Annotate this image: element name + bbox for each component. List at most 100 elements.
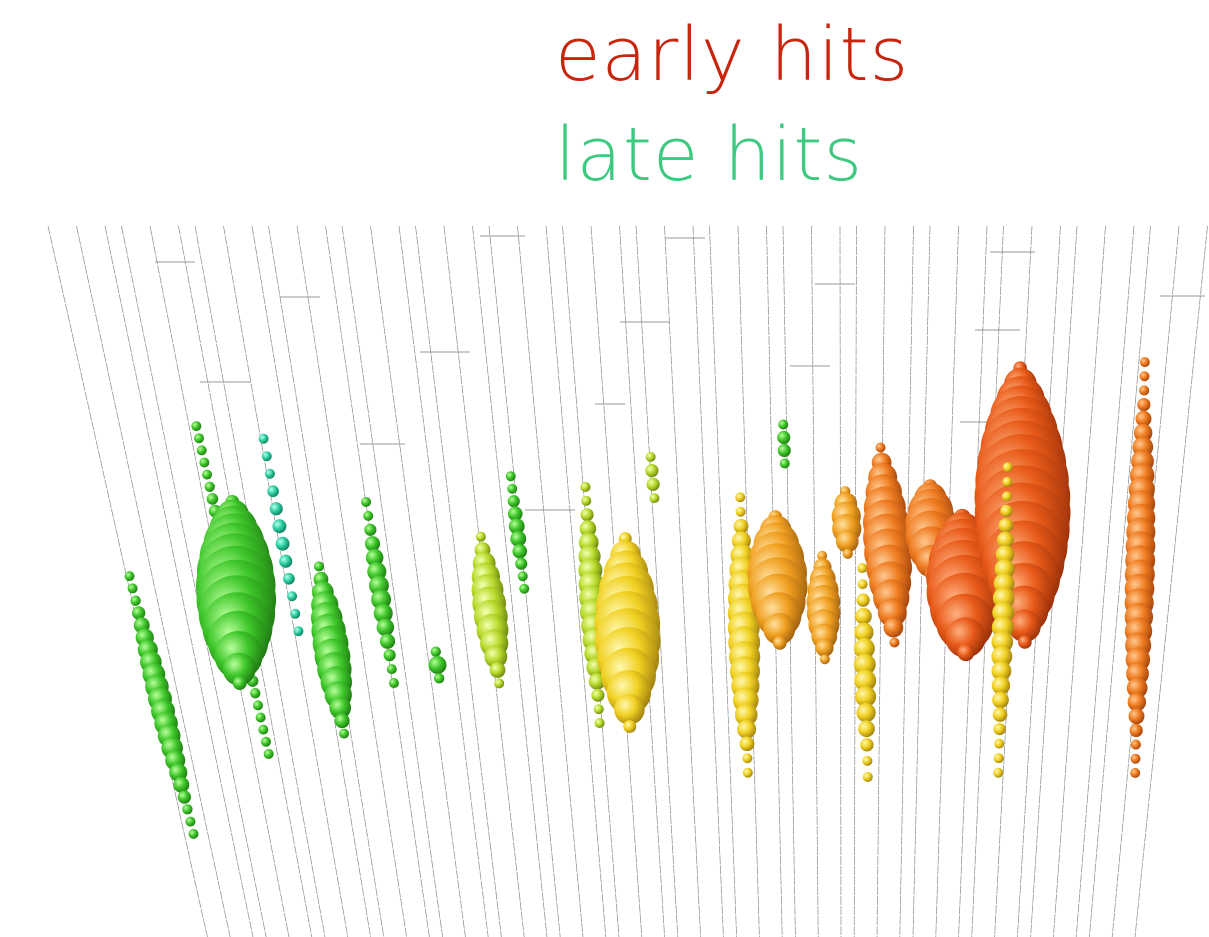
hit	[999, 518, 1014, 533]
hit	[1131, 739, 1141, 749]
hit	[862, 756, 872, 766]
hit	[1130, 768, 1140, 778]
hit	[515, 558, 527, 570]
hit	[1140, 371, 1150, 381]
hit	[202, 470, 212, 480]
hit	[1131, 754, 1141, 764]
hit	[279, 555, 292, 568]
hit	[361, 497, 371, 507]
hit	[649, 493, 659, 503]
hit	[365, 536, 380, 551]
hit	[197, 445, 207, 455]
hit	[250, 688, 260, 698]
hit	[884, 618, 904, 638]
hit	[581, 496, 591, 506]
hit	[389, 678, 399, 688]
hit	[580, 482, 590, 492]
hit	[994, 753, 1004, 763]
hit	[816, 639, 834, 657]
hit	[182, 804, 192, 814]
hit	[270, 502, 283, 515]
hit	[1130, 724, 1143, 737]
hit	[173, 777, 189, 793]
hit	[1000, 505, 1012, 517]
hit	[647, 478, 660, 491]
hit	[265, 469, 275, 479]
string	[854, 226, 856, 937]
page: {"legend": {"early": "early hits", "late…	[0, 0, 1209, 937]
hit	[233, 676, 247, 690]
hit	[994, 739, 1004, 749]
hit	[384, 649, 396, 661]
hit	[387, 664, 397, 674]
string	[342, 226, 443, 937]
hit	[253, 700, 263, 710]
hit	[742, 753, 752, 763]
string	[665, 226, 701, 937]
hit	[820, 654, 830, 664]
hit	[591, 689, 604, 702]
hit	[262, 451, 272, 461]
hit	[993, 707, 1008, 722]
string	[840, 226, 841, 937]
hit	[863, 772, 873, 782]
string	[1076, 226, 1134, 937]
hit	[1018, 635, 1032, 649]
hit	[364, 524, 376, 536]
hit	[287, 591, 297, 601]
hit	[431, 646, 441, 656]
hit	[259, 434, 269, 444]
hit	[1002, 477, 1012, 487]
hit	[646, 452, 656, 462]
hit	[256, 713, 266, 723]
hit	[735, 492, 745, 502]
hit	[512, 544, 527, 559]
string	[48, 226, 207, 937]
hit	[261, 737, 271, 747]
hit	[429, 656, 447, 674]
hit	[1002, 491, 1012, 501]
hit	[507, 484, 517, 494]
hit	[314, 561, 324, 571]
hit	[992, 692, 1009, 709]
string	[693, 226, 723, 937]
hit	[293, 626, 303, 636]
hit	[476, 532, 486, 542]
hit	[339, 729, 349, 739]
hit	[283, 573, 295, 585]
hit	[778, 444, 791, 457]
hit	[743, 768, 753, 778]
string	[297, 226, 407, 937]
hit	[737, 720, 756, 739]
hit	[858, 720, 875, 737]
hit	[1139, 385, 1149, 395]
hits	[125, 357, 1156, 839]
hit	[856, 594, 869, 607]
hit	[581, 508, 594, 521]
hit	[876, 443, 886, 453]
hit	[736, 507, 746, 517]
hit	[258, 725, 268, 735]
hit	[434, 673, 444, 683]
hit	[993, 768, 1003, 778]
legend-late: late hits	[555, 118, 863, 192]
hit	[264, 749, 274, 759]
hit	[1140, 357, 1150, 367]
hit	[267, 485, 279, 497]
hit	[843, 549, 853, 559]
hit	[335, 713, 350, 728]
hit	[855, 608, 872, 625]
hit	[272, 519, 286, 533]
string	[1053, 226, 1105, 937]
hit	[889, 638, 899, 648]
string	[518, 226, 584, 937]
hit	[276, 537, 290, 551]
hit	[645, 464, 658, 477]
hit	[194, 433, 204, 443]
hit	[363, 511, 373, 521]
hit	[490, 662, 506, 678]
hit	[494, 678, 504, 688]
hit	[191, 421, 201, 431]
hit	[780, 459, 790, 469]
hit	[858, 579, 868, 589]
